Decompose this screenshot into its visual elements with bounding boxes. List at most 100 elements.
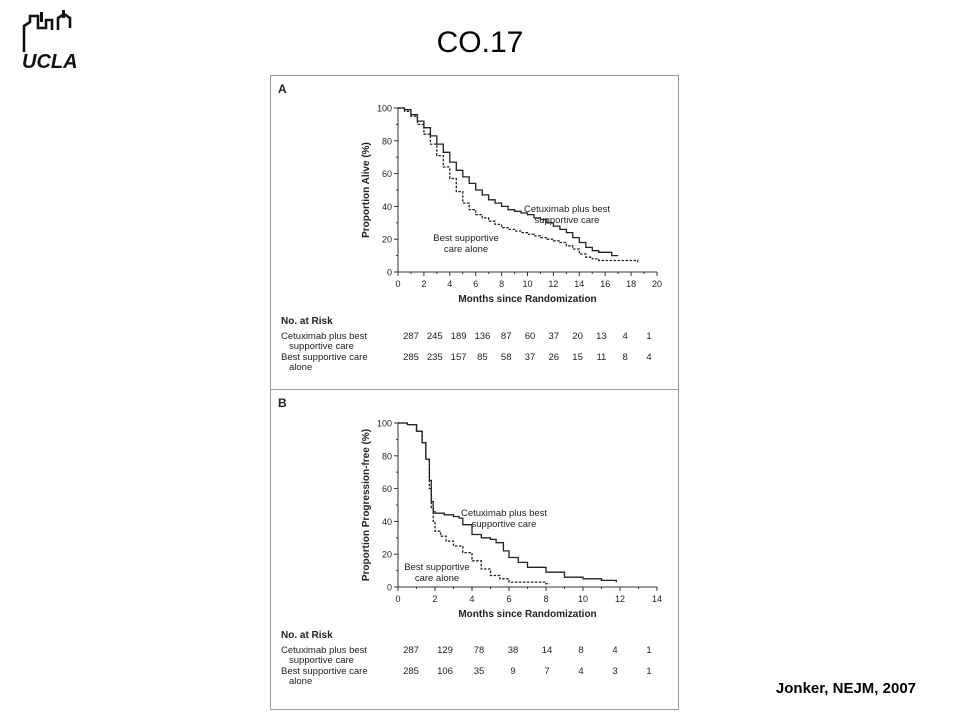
x-tick-label: 0 <box>395 594 400 604</box>
figure-panel <box>270 75 679 710</box>
at-risk-value: 1 <box>646 331 651 342</box>
x-tick-label: 20 <box>652 279 662 289</box>
at-risk-value: 8 <box>578 645 583 656</box>
annotation-cetuximab: supportive care <box>472 519 537 530</box>
x-tick-label: 10 <box>522 279 532 289</box>
annotation-best-supportive-care: Best supportive <box>433 233 498 244</box>
at-risk-value: 13 <box>596 331 607 342</box>
x-tick-label: 4 <box>469 594 474 604</box>
at-risk-value: 58 <box>501 352 512 363</box>
annotation-cetuximab: Cetuximab plus best <box>461 508 547 519</box>
x-tick-label: 6 <box>473 279 478 289</box>
at-risk-row-label: supportive care <box>289 655 354 666</box>
at-risk-value: 35 <box>474 666 485 677</box>
at-risk-value: 4 <box>612 645 617 656</box>
at-risk-row-label: Best supportive care <box>281 666 368 677</box>
at-risk-value: 38 <box>508 645 519 656</box>
at-risk-value: 136 <box>474 331 490 342</box>
at-risk-row-label: alone <box>289 676 312 687</box>
at-risk-row-label: Best supportive care <box>281 352 368 363</box>
at-risk-value: 4 <box>646 352 651 363</box>
x-tick-label: 12 <box>615 594 625 604</box>
x-axis-label: Months since Randomization <box>458 609 596 620</box>
at-risk-value: 106 <box>437 666 453 677</box>
at-risk-value: 15 <box>572 352 583 363</box>
y-tick-label: 20 <box>382 235 392 245</box>
at-risk-value: 1 <box>646 666 651 677</box>
y-axis-label: Proportion Progression-free (%) <box>361 429 372 581</box>
y-tick-label: 60 <box>382 169 392 179</box>
x-tick-label: 18 <box>626 279 636 289</box>
curve-best-supportive-care <box>398 422 550 585</box>
at-risk-value: 4 <box>623 331 628 342</box>
at-risk-value: 285 <box>403 666 419 677</box>
x-tick-label: 12 <box>548 279 558 289</box>
y-tick-label: 80 <box>382 451 392 461</box>
logo-text: UCLA <box>22 51 78 72</box>
at-risk-value: 157 <box>451 352 467 363</box>
at-risk-value: 189 <box>451 331 467 342</box>
x-tick-label: 14 <box>652 594 662 604</box>
slide-title: CO.17 <box>436 26 524 59</box>
x-tick-label: 8 <box>499 279 504 289</box>
at-risk-value: 85 <box>477 352 488 363</box>
annotation-cetuximab: supportive care <box>535 215 600 226</box>
at-risk-value: 287 <box>403 645 419 656</box>
at-risk-value: 3 <box>612 666 617 677</box>
at-risk-value: 1 <box>646 645 651 656</box>
annotation-best-supportive-care: care alone <box>415 573 459 584</box>
at-risk-value: 129 <box>437 645 453 656</box>
x-tick-label: 2 <box>421 279 426 289</box>
panel-label: A <box>278 82 287 96</box>
x-tick-label: 2 <box>432 594 437 604</box>
at-risk-value: 235 <box>427 352 443 363</box>
curve-best-supportive-care <box>398 107 639 263</box>
at-risk-value: 87 <box>501 331 512 342</box>
ucla-logo: UCLA <box>22 10 78 72</box>
y-tick-label: 100 <box>377 104 392 114</box>
annotation-cetuximab: Cetuximab plus best <box>524 204 610 215</box>
at-risk-row-label: supportive care <box>289 341 354 352</box>
y-axis-label: Proportion Alive (%) <box>361 142 372 238</box>
at-risk-value: 37 <box>549 331 560 342</box>
at-risk-value: 4 <box>578 666 583 677</box>
x-tick-label: 6 <box>506 594 511 604</box>
at-risk-value: 60 <box>525 331 536 342</box>
at-risk-value: 285 <box>403 352 419 363</box>
y-tick-label: 0 <box>387 583 392 593</box>
at-risk-value: 7 <box>544 666 549 677</box>
y-tick-label: 20 <box>382 550 392 560</box>
at-risk-value: 9 <box>510 666 515 677</box>
x-tick-label: 10 <box>578 594 588 604</box>
x-tick-label: 8 <box>543 594 548 604</box>
y-tick-label: 80 <box>382 136 392 146</box>
annotation-best-supportive-care: Best supportive <box>404 562 469 573</box>
y-tick-label: 60 <box>382 484 392 494</box>
y-tick-label: 100 <box>377 419 392 429</box>
at-risk-value: 20 <box>572 331 583 342</box>
at-risk-value: 8 <box>623 352 628 363</box>
at-risk-value: 78 <box>474 645 485 656</box>
at-risk-value: 11 <box>596 352 606 363</box>
y-tick-label: 40 <box>382 202 392 212</box>
at-risk-value: 287 <box>403 331 419 342</box>
x-tick-label: 16 <box>600 279 610 289</box>
panel-divider <box>270 389 679 390</box>
at-risk-header: No. at Risk <box>281 630 333 641</box>
y-tick-label: 40 <box>382 517 392 527</box>
at-risk-header: No. at Risk <box>281 316 333 327</box>
at-risk-row-label: Cetuximab plus best <box>281 331 367 342</box>
at-risk-value: 14 <box>542 645 553 656</box>
at-risk-value: 37 <box>525 352 536 363</box>
x-tick-label: 14 <box>574 279 584 289</box>
at-risk-value: 245 <box>427 331 443 342</box>
curve-cetuximab <box>398 107 619 257</box>
x-tick-label: 0 <box>395 279 400 289</box>
at-risk-row-label: Cetuximab plus best <box>281 645 367 656</box>
at-risk-value: 26 <box>549 352 560 363</box>
x-tick-label: 4 <box>447 279 452 289</box>
annotation-best-supportive-care: care alone <box>444 244 488 255</box>
x-axis-label: Months since Randomization <box>458 294 596 305</box>
